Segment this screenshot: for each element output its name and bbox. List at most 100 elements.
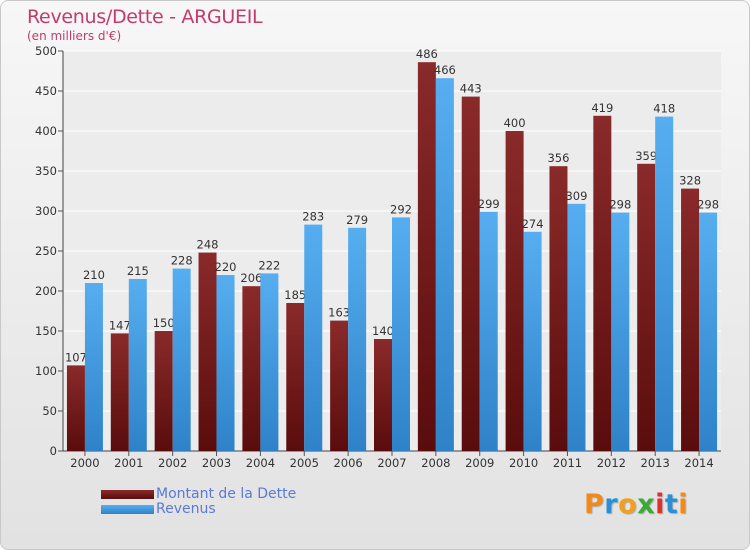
x-tick-label: 2002 (158, 456, 187, 470)
logo-letter: x (637, 489, 656, 520)
data-label-dette: 248 (197, 238, 219, 252)
x-tick-label: 2013 (641, 456, 670, 470)
data-label-dette: 400 (504, 116, 526, 130)
bar-revenus (523, 231, 542, 451)
logo-letter: r (604, 489, 619, 520)
legend-swatch-dette (101, 490, 154, 499)
bar-dette (505, 131, 524, 451)
bar-revenus (479, 211, 498, 451)
bar-revenus (699, 212, 718, 451)
data-label-dette: 185 (284, 288, 306, 302)
y-tick-label: 500 (35, 44, 57, 58)
data-label-revenus: 228 (171, 254, 193, 268)
data-label-revenus: 283 (302, 210, 324, 224)
data-label-revenus: 220 (215, 260, 237, 274)
bar-revenus (172, 268, 191, 451)
bar-revenus (304, 224, 323, 451)
legend-swatch-revenus (101, 505, 154, 514)
x-tick-label: 2008 (421, 456, 450, 470)
bar-revenus (260, 273, 279, 451)
data-label-dette: 150 (153, 316, 175, 330)
data-label-revenus: 298 (609, 198, 631, 212)
bar-dette (461, 96, 480, 451)
logo-letter: P (584, 489, 605, 520)
x-tick-label: 2014 (684, 456, 713, 470)
y-tick-label: 450 (35, 84, 57, 98)
data-label-dette: 147 (109, 318, 131, 332)
chart-subtitle: (en milliers d'€) (27, 29, 122, 43)
x-tick-label: 2000 (70, 456, 99, 470)
data-label-dette: 443 (460, 82, 482, 96)
logo-letter: o (618, 489, 638, 520)
data-label-dette: 163 (328, 306, 350, 320)
data-label-revenus: 292 (390, 202, 412, 216)
x-tick-label: 2001 (114, 456, 143, 470)
legend-label-dette: Montant de la Dette (156, 486, 297, 502)
y-tick-label: 350 (35, 164, 57, 178)
bar-dette (549, 166, 568, 451)
data-label-revenus: 466 (434, 63, 456, 77)
data-label-dette: 206 (240, 271, 262, 285)
bar-dette (417, 62, 436, 451)
x-tick-label: 2007 (377, 456, 406, 470)
data-label-dette: 328 (679, 174, 701, 188)
y-tick-label: 300 (35, 204, 57, 218)
y-tick-label: 0 (50, 444, 57, 458)
data-label-revenus: 215 (127, 264, 149, 278)
x-tick-label: 2010 (509, 456, 538, 470)
bar-dette (66, 365, 85, 451)
data-label-revenus: 274 (522, 217, 544, 231)
y-tick-label: 50 (42, 404, 57, 418)
bar-revenus (611, 212, 630, 451)
bar-dette (593, 115, 612, 452)
x-tick-label: 2006 (333, 456, 362, 470)
bar-dette (242, 286, 261, 451)
data-label-dette: 140 (372, 324, 394, 338)
bar-revenus (435, 78, 454, 451)
data-label-dette: 359 (635, 149, 657, 163)
bar-revenus (128, 279, 147, 451)
data-label-revenus: 279 (346, 213, 368, 227)
bar-revenus (392, 217, 410, 451)
bar-revenus (348, 227, 367, 451)
data-label-dette: 419 (591, 101, 613, 115)
y-tick-label: 100 (35, 364, 57, 378)
x-tick-label: 2012 (597, 456, 626, 470)
data-label-revenus: 222 (258, 258, 280, 272)
data-label-revenus: 418 (653, 102, 675, 116)
bar-dette (681, 188, 700, 451)
bar-dette (286, 303, 305, 451)
logo-letter: i (655, 489, 665, 520)
bar-dette (110, 333, 129, 451)
bar-dette (198, 252, 217, 451)
proxiti-logo: Proxiti (584, 489, 688, 520)
logo-letter: i (678, 489, 689, 520)
bar-dette (637, 163, 656, 452)
x-tick-label: 2005 (290, 456, 319, 470)
y-tick-label: 150 (35, 324, 57, 338)
x-tick-label: 2004 (246, 456, 275, 470)
bar-revenus (216, 275, 235, 451)
y-tick-label: 400 (35, 124, 57, 138)
bar-revenus (567, 203, 586, 451)
x-tick-label: 2011 (553, 456, 582, 470)
data-label-revenus: 210 (83, 268, 105, 282)
bar-revenus (655, 116, 674, 451)
bar-revenus (84, 283, 103, 451)
legend-label-revenus: Revenus (156, 501, 216, 517)
y-tick-label: 250 (35, 244, 57, 258)
bar-dette (154, 331, 173, 451)
logo-letter: t (664, 489, 679, 520)
data-label-dette: 107 (65, 350, 87, 364)
bar-dette (330, 320, 349, 451)
y-tick-label: 200 (35, 284, 57, 298)
data-label-dette: 356 (547, 151, 569, 165)
chart-title: Revenus/Dette - ARGUEIL (27, 6, 263, 28)
data-label-revenus: 298 (697, 198, 719, 212)
data-label-dette: 486 (416, 47, 438, 61)
x-tick-label: 2009 (465, 456, 494, 470)
x-tick-label: 2003 (202, 456, 231, 470)
data-label-revenus: 299 (478, 197, 500, 211)
